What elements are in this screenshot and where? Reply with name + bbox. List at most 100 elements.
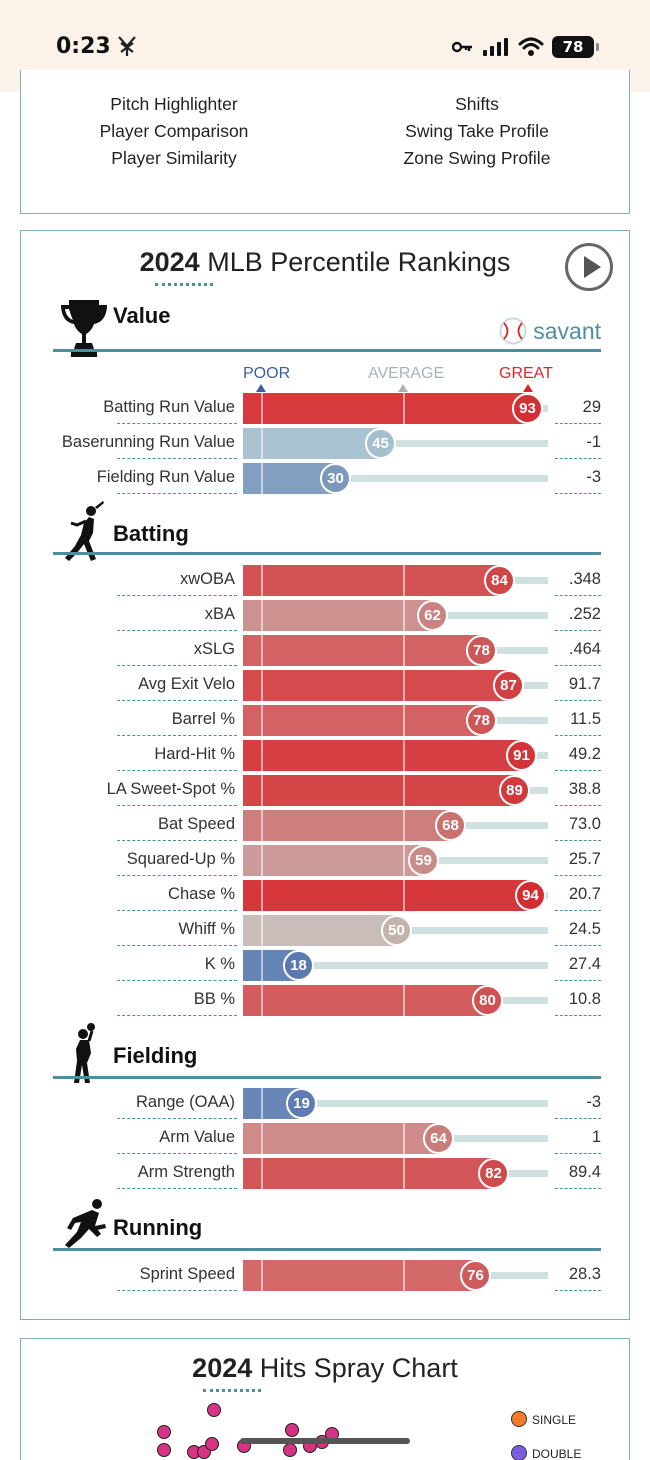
scale-tick: [403, 1123, 405, 1154]
metric-value: 28.3: [568, 1265, 601, 1283]
hit-marker: [157, 1425, 171, 1439]
percentile-bar: [243, 600, 432, 631]
percentile-badge: 78: [466, 705, 497, 736]
percentile-bar: [243, 985, 487, 1016]
row-divider: [555, 1015, 601, 1016]
play-button[interactable]: [565, 243, 613, 291]
savant-logo: savant: [499, 317, 601, 345]
rankings-title: 2024 MLB Percentile Rankings: [21, 247, 629, 278]
metric-value: 20.7: [568, 885, 601, 903]
metric-row[interactable]: Chase % 94 20.7: [21, 879, 631, 914]
tool-link-player-comparison[interactable]: Player Comparison: [99, 121, 249, 141]
status-time: 0:23: [56, 34, 111, 59]
metric-label: Squared-Up %: [126, 850, 235, 868]
metric-row[interactable]: Sprint Speed 76 28.3: [21, 1259, 631, 1294]
metric-label: K %: [204, 955, 235, 973]
percentile-badge: 50: [381, 915, 412, 946]
metric-row[interactable]: Bat Speed 68 73.0: [21, 809, 631, 844]
percentile-badge: 62: [417, 600, 448, 631]
scale-poor: POOR: [243, 365, 291, 382]
metric-value: 25.7: [568, 850, 601, 868]
scale-average-marker: [398, 384, 408, 392]
metric-label: Arm Strength: [137, 1163, 235, 1181]
metric-row[interactable]: Squared-Up % 59 25.7: [21, 844, 631, 879]
scale-average: AVERAGE: [368, 365, 445, 382]
row-divider: [555, 735, 601, 736]
row-divider: [117, 595, 237, 596]
scale-tick: [261, 775, 263, 806]
metric-value: 10.8: [568, 990, 601, 1008]
metric-row[interactable]: K % 18 27.4: [21, 949, 631, 984]
percentile-badge: 93: [512, 393, 543, 424]
tool-link-swing-take-profile[interactable]: Swing Take Profile: [405, 121, 549, 141]
section-rule-running: [53, 1248, 601, 1251]
trophy-icon: [59, 297, 109, 359]
percentile-track: [243, 1100, 548, 1107]
section-rule-value: [53, 349, 601, 352]
home-indicator[interactable]: [240, 1438, 410, 1444]
scale-tick: [261, 880, 263, 911]
metric-row[interactable]: BB % 80 10.8: [21, 984, 631, 1019]
metric-value: 73.0: [568, 815, 601, 833]
percentile-badge: 84: [484, 565, 515, 596]
tool-link-pitch-highlighter[interactable]: Pitch Highlighter: [110, 94, 238, 114]
metric-row[interactable]: Range (OAA) 19 -3: [21, 1087, 631, 1122]
scale-tick: [403, 600, 405, 631]
status-icons: 78: [452, 34, 599, 60]
metric-label: Range (OAA): [135, 1093, 235, 1111]
metric-row[interactable]: Arm Value 64 1: [21, 1122, 631, 1157]
scale-tick: [403, 705, 405, 736]
metric-value: 38.8: [568, 780, 601, 798]
section-rule-batting: [53, 552, 601, 555]
percentile-badge: 18: [283, 950, 314, 981]
scale-tick: [261, 635, 263, 666]
metric-row[interactable]: Barrel % 78 11.5: [21, 704, 631, 739]
metric-label: Batting Run Value: [103, 398, 235, 416]
tool-link-player-similarity[interactable]: Player Similarity: [111, 148, 237, 168]
metric-row[interactable]: Batting Run Value 93 29: [21, 392, 631, 427]
percentile-bar: [243, 1260, 475, 1291]
metric-row[interactable]: Avg Exit Velo 87 91.7: [21, 669, 631, 704]
metric-value: 91.7: [568, 675, 601, 693]
tool-link-zone-swing-profile[interactable]: Zone Swing Profile: [403, 148, 551, 168]
battery-level: 78: [562, 38, 584, 56]
hit-marker: [283, 1443, 297, 1457]
percentile-bar: [243, 393, 527, 424]
scale-tick: [403, 1260, 405, 1291]
metric-label: Chase %: [168, 885, 235, 903]
row-divider: [555, 1153, 601, 1154]
tool-link-shifts[interactable]: Shifts: [455, 94, 499, 114]
percentile-badge: 19: [286, 1088, 317, 1119]
scale-tick: [261, 1088, 263, 1119]
percentile-bar: [243, 705, 481, 736]
row-divider: [555, 493, 601, 494]
metric-row[interactable]: Whiff % 50 24.5: [21, 914, 631, 949]
row-divider: [117, 1015, 237, 1016]
scale-great-marker: [523, 384, 533, 392]
scale-tick: [261, 810, 263, 841]
metric-row[interactable]: Arm Strength 82 89.4: [21, 1157, 631, 1192]
metric-value: 29: [582, 398, 601, 416]
percentile-badge: 87: [493, 670, 524, 701]
scale-tick: [261, 1260, 263, 1291]
metric-row[interactable]: xBA 62 .252: [21, 599, 631, 634]
metric-row[interactable]: xwOBA 84 .348: [21, 564, 631, 599]
metric-label: Arm Value: [159, 1128, 235, 1146]
scale-tick: [403, 985, 405, 1016]
row-divider: [555, 630, 601, 631]
metric-row[interactable]: xSLG 78 .464: [21, 634, 631, 669]
row-divider: [555, 875, 601, 876]
percentile-badge: 64: [423, 1123, 454, 1154]
row-divider: [555, 1118, 601, 1119]
row-divider: [555, 840, 601, 841]
row-divider: [117, 493, 237, 494]
metric-row[interactable]: Baserunning Run Value 45 -1: [21, 427, 631, 462]
metric-row[interactable]: Fielding Run Value 30 -3: [21, 462, 631, 497]
metric-label: Avg Exit Velo: [138, 675, 235, 693]
scale-tick: [261, 670, 263, 701]
runner-icon: [59, 1196, 109, 1258]
percentile-badge: 45: [365, 428, 396, 459]
scale-tick: [261, 845, 263, 876]
metric-row[interactable]: LA Sweet-Spot % 89 38.8: [21, 774, 631, 809]
metric-row[interactable]: Hard-Hit % 91 49.2: [21, 739, 631, 774]
